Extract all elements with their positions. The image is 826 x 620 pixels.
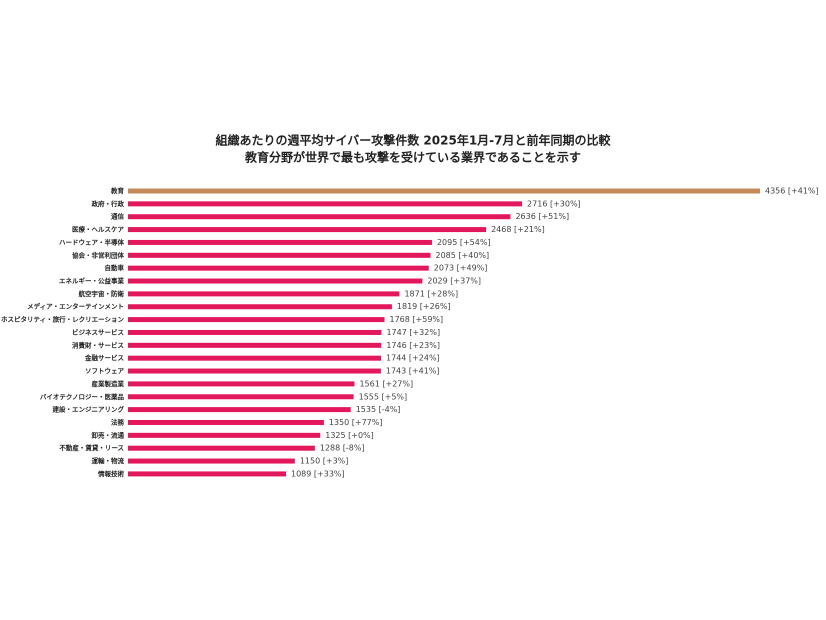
category-label: 自動車 (105, 263, 125, 272)
bar (128, 458, 295, 464)
category-label: ソフトウェア (85, 367, 125, 375)
category-label: 運輸・物流 (92, 456, 125, 465)
value-label: 1325 [+0%] (325, 431, 374, 440)
value-label: 2095 [+54%] (437, 238, 491, 247)
value-label: 1768 [+59%] (390, 315, 444, 324)
value-label: 2029 [+37%] (427, 277, 481, 286)
category-label: ビジネスサービス (72, 327, 124, 336)
category-label: 政府・行政 (92, 199, 125, 208)
value-label: 1350 [+77%] (329, 418, 383, 427)
bar (128, 432, 321, 438)
bar (128, 471, 286, 477)
category-label: 医療・ヘルスケア (72, 225, 125, 234)
value-label: 1535 [-4%] (356, 405, 401, 414)
value-label: 1288 [-8%] (320, 444, 365, 453)
bar (128, 355, 382, 361)
category-label: 情報技術 (98, 469, 125, 478)
category-label: ホスピタリティ・旅行・レクリエーション (1, 315, 124, 324)
value-label: 1150 [+3%] (300, 457, 349, 466)
bar (128, 227, 487, 233)
value-label: 1561 [+27%] (359, 379, 413, 388)
category-label: 建設・エンジニアリング (52, 405, 125, 414)
value-label: 1819 [+26%] (397, 302, 451, 311)
bar (128, 419, 324, 425)
category-label: 通信 (111, 212, 125, 221)
bar (128, 265, 429, 271)
bar (128, 252, 431, 258)
value-label: 1871 [+28%] (404, 289, 458, 298)
value-label: 1746 [+23%] (386, 341, 440, 350)
bar (128, 394, 354, 400)
category-label: 消費財・サービス (72, 340, 124, 349)
bar (128, 188, 760, 194)
category-label: 協会・非営利団体 (72, 250, 125, 259)
category-label: 航空宇宙・防衛 (79, 289, 125, 298)
bar (128, 278, 423, 284)
category-label: 教育 (110, 186, 125, 195)
bar (128, 407, 351, 413)
bar (128, 201, 523, 207)
bar (128, 381, 355, 387)
value-label: 2716 [+30%] (527, 199, 581, 208)
category-label: バイオテクノロジー・医薬品 (40, 392, 125, 401)
category-label: 法務 (111, 417, 125, 426)
category-label: ハードウェア・半導体 (59, 237, 125, 246)
value-label: 4356 [+41%] (765, 187, 819, 196)
value-label: 2085 [+40%] (436, 251, 490, 260)
chart-subtitle: 教育分野が世界で最も攻撃を受けている業界であることを示す (244, 150, 581, 165)
value-label: 1089 [+33%] (291, 469, 345, 478)
value-label: 1747 [+32%] (386, 328, 440, 337)
value-label: 1555 [+5%] (359, 392, 408, 401)
chart-title: 組織あたりの週平均サイバー攻撃件数 2025年1月-7月と前年同期の比較 (215, 133, 611, 148)
category-label: メディア・エンターテインメント (27, 302, 124, 311)
category-label: 金融サービス (84, 353, 124, 362)
category-label: 不動産・賃貸・リース (59, 443, 124, 452)
value-label: 1743 [+41%] (386, 367, 440, 376)
bar (128, 291, 400, 297)
value-label: 2468 [+21%] (491, 225, 545, 234)
category-label: エネルギー・公益事業 (59, 276, 125, 285)
value-label: 1744 [+24%] (386, 354, 440, 363)
bar (128, 342, 382, 348)
bar (128, 317, 385, 323)
bar (128, 214, 511, 220)
bar (128, 445, 315, 451)
category-label: 卸売・流通 (92, 430, 125, 439)
category-label: 産業製造業 (92, 379, 125, 388)
bar (128, 329, 382, 335)
bar (128, 239, 432, 245)
bar (128, 304, 392, 310)
value-label: 2073 [+49%] (434, 264, 488, 273)
bar (128, 368, 381, 374)
value-label: 2636 [+51%] (515, 212, 569, 221)
